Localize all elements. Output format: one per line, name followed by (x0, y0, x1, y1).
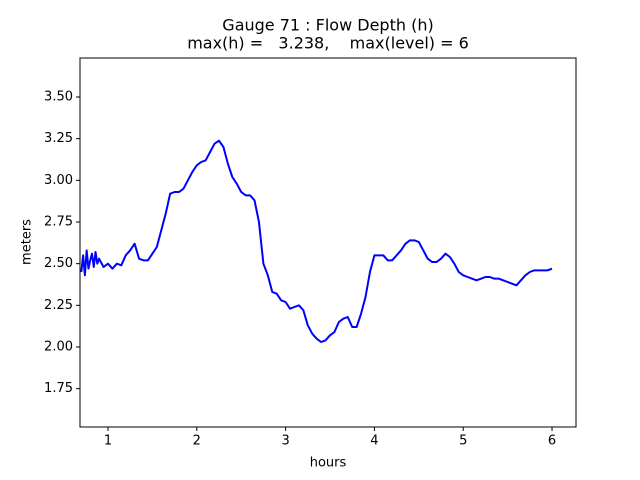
chart-subtitle: max(h) = 3.238, max(level) = 6 (187, 34, 469, 53)
y-tick-label: 3.50 (44, 90, 73, 105)
y-tick-label: 1.75 (44, 381, 73, 396)
x-tick-label: 2 (193, 434, 201, 449)
y-tick-label: 2.50 (44, 256, 73, 271)
x-tick-label: 5 (459, 434, 467, 449)
y-tick-label: 3.25 (44, 131, 73, 146)
y-tick-label: 2.75 (44, 215, 73, 230)
x-tick-label: 6 (548, 434, 556, 449)
y-tick-label: 2.25 (44, 298, 73, 313)
data-line (80, 139, 553, 343)
y-tick-label: 3.00 (44, 173, 73, 188)
x-tick-label: 4 (370, 434, 378, 449)
y-tick-label: 2.00 (44, 340, 73, 355)
x-axis-label: hours (310, 456, 347, 471)
chart-title: Gauge 71 : Flow Depth (h) (222, 16, 433, 35)
x-tick-label: 1 (104, 434, 112, 449)
x-tick-label: 3 (281, 434, 289, 449)
y-axis-label: meters (20, 219, 35, 265)
plot-frame (79, 57, 577, 428)
